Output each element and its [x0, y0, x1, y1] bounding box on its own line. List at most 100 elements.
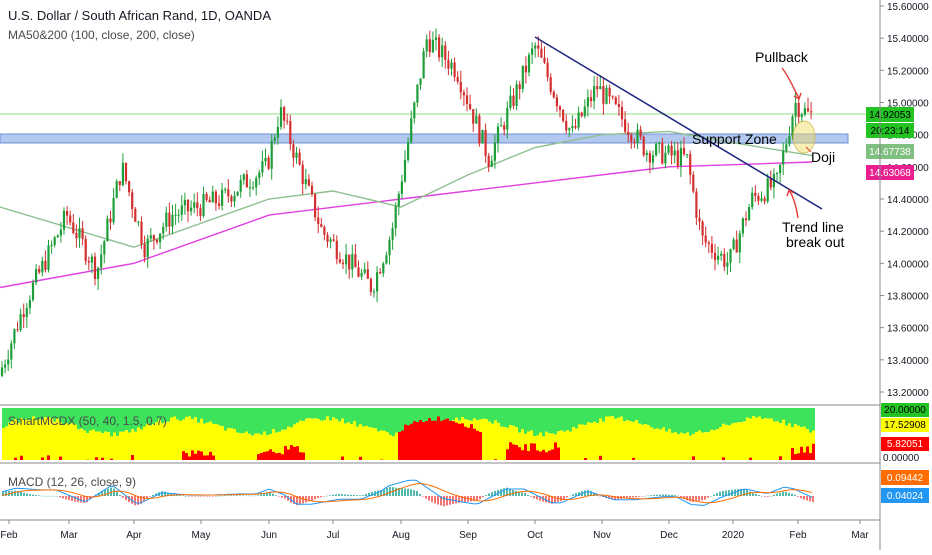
macd-histogram-bar [791, 494, 793, 496]
macd-histogram-bar [281, 496, 283, 498]
macd-histogram-bar [38, 495, 40, 496]
smartmcdx-bar [527, 408, 530, 460]
smartmcdx-bar [263, 408, 266, 460]
macd-histogram-bar [116, 492, 118, 496]
smartmcdx-bar [716, 408, 719, 460]
smartmcdx-bar [584, 408, 587, 460]
smartmcdx-bar [458, 408, 461, 460]
smartmcdx-bar [452, 408, 455, 460]
svg-text:20.00000: 20.00000 [884, 405, 926, 416]
macd-histogram-bar [317, 496, 319, 498]
smartmcdx-bar [281, 408, 284, 460]
smartmcdx-bar [515, 408, 518, 460]
smartmcdx-bar [449, 408, 452, 460]
ma-legend[interactable]: MA50&200 (100, close, 200, close) [8, 28, 195, 42]
smartmcdx-bar [323, 408, 326, 460]
macd-histogram-bar [770, 496, 772, 497]
macd-histogram-bar [644, 496, 646, 497]
macd-histogram-bar [665, 494, 667, 496]
smartmcdx-bar [722, 408, 725, 460]
macd-histogram-bar [410, 489, 412, 496]
macd-histogram-bar [509, 489, 511, 496]
svg-text:Sep: Sep [459, 530, 477, 541]
macd-histogram-bar [737, 489, 739, 496]
price-tick: 13.60000 [880, 324, 929, 335]
macd-histogram-bar [674, 495, 676, 496]
macd-histogram-bar [806, 496, 808, 500]
macd-histogram-bar [491, 492, 493, 496]
macd-histogram-bar [794, 495, 796, 496]
candle [32, 279, 34, 301]
price-tick: 14.40000 [880, 195, 929, 206]
smartmcdx-bar [212, 408, 215, 460]
macd-histogram-bar [50, 496, 52, 497]
smartmcdx-bar [602, 408, 605, 460]
macd-histogram-bar [488, 493, 490, 496]
macd-histogram-bar [566, 496, 568, 497]
trend-line-label-1: Trend line [782, 219, 844, 235]
smartmcdx-bar [605, 408, 608, 460]
smartmcdx-bar [740, 408, 743, 460]
macd-histogram-bar [632, 496, 634, 498]
smartmcdx-bar [581, 408, 584, 460]
smartmcdx-bar [620, 408, 623, 460]
macd-legend[interactable]: MACD (12, 26, close, 9) [8, 475, 136, 489]
smartmcdx-bar [497, 408, 500, 460]
macd-histogram-bar [662, 494, 664, 496]
svg-text:14.00000: 14.00000 [887, 259, 929, 270]
macd-histogram-bar [536, 496, 538, 500]
macd-histogram-bar [209, 496, 211, 497]
smartmcdx-bar [770, 408, 773, 460]
smartmcdx-legend[interactable]: SmartMCDX (50, 40, 1.5, 0.7) [8, 414, 167, 428]
smartmcdx-bar [638, 408, 641, 460]
svg-text:Apr: Apr [126, 530, 142, 541]
smartmcdx-bar [641, 408, 644, 460]
macd-histogram-bar [401, 488, 403, 496]
smartmcdx-bar [758, 408, 761, 460]
macd-histogram-bar [761, 496, 763, 497]
macd-histogram-bar [713, 494, 715, 496]
smartmcdx-bar [260, 408, 263, 460]
macd-histogram-bar [302, 496, 304, 503]
support-zone-label: Support Zone [692, 131, 777, 147]
macd-histogram-bar [32, 495, 34, 496]
smartmcdx-bar [335, 408, 338, 460]
macd-histogram-bar [311, 496, 313, 500]
smartmcdx-bar [554, 408, 557, 460]
macd-histogram-bar [527, 495, 529, 496]
macd-histogram-bar [191, 496, 193, 497]
macd-histogram-bar [80, 496, 82, 503]
smartmcdx-bar [296, 408, 299, 460]
macd-histogram-bar [752, 493, 754, 496]
macd-histogram-bar [188, 496, 190, 497]
macd-histogram-bar [479, 496, 481, 499]
countdown-badge: 20:23:14 [866, 123, 914, 138]
smartmcdx-bar [710, 408, 713, 460]
macd-histogram-bar [197, 496, 199, 497]
smartmcdx-bar [713, 408, 716, 460]
macd-histogram-bar [41, 496, 43, 497]
smartmcdx-bar [251, 408, 254, 460]
smartmcdx-bar [329, 408, 332, 460]
smartmcdx-bar [623, 408, 626, 460]
smartmcdx-bar [341, 408, 344, 460]
price-tick: 14.00000 [880, 259, 929, 270]
smartmcdx-bar [791, 408, 794, 460]
macd-histogram-bar [344, 494, 346, 496]
macd-histogram-bar [647, 496, 649, 497]
smartmcdx-bar [269, 408, 272, 460]
smartmcdx-bar [704, 408, 707, 460]
macd-histogram-bar [14, 491, 16, 496]
smartmcdx-bar [377, 408, 380, 460]
smartmcdx-bar [374, 408, 377, 460]
macd-histogram-bar [338, 494, 340, 496]
candle [478, 114, 480, 147]
smartmcdx-bar [569, 408, 572, 460]
macd-histogram-bar [584, 490, 586, 496]
price-tick: 15.20000 [880, 66, 929, 77]
macd-histogram-bar [254, 496, 256, 497]
smartmcdx-bar [677, 408, 680, 460]
macd-histogram-bar [227, 496, 229, 497]
svg-text:Dec: Dec [660, 530, 678, 541]
macd-histogram-bar [677, 496, 679, 497]
